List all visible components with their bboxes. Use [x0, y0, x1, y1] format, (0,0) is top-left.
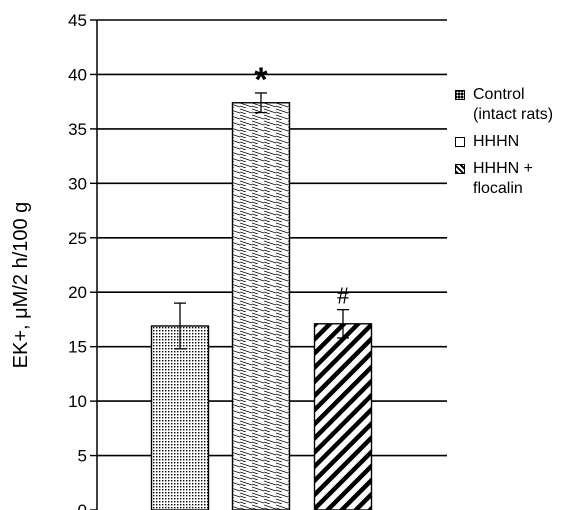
y-tick-label: 30: [68, 174, 87, 193]
y-tick-label: 45: [68, 11, 87, 30]
y-tick-label: 0: [78, 501, 87, 510]
y-tick-label: 20: [68, 283, 87, 302]
legend-swatch-wave: [455, 137, 465, 147]
significance-hash: #: [337, 284, 349, 310]
legend: Control (intact rats) HHHN HHHN + flocal…: [455, 85, 585, 206]
bar: [150, 325, 210, 510]
y-tick-label: 35: [68, 120, 87, 139]
legend-swatch-diagonal: [455, 164, 465, 174]
annotations: *#: [254, 61, 349, 310]
y-tick-label: 10: [68, 392, 87, 411]
legend-label: flocalin: [473, 180, 523, 197]
y-tick-label: 15: [68, 338, 87, 357]
legend-swatch-dots: [455, 90, 465, 100]
legend-label: (intact rats): [473, 106, 554, 123]
axes: [90, 19, 98, 510]
bar: [231, 102, 291, 510]
tick-labels: 0 5 10 15 20 25 30 35 40 45: [68, 11, 87, 510]
legend-item-hhhn-flocalin: HHHN + flocalin: [455, 159, 585, 199]
error-bars: [174, 92, 349, 350]
y-tick-label: 5: [78, 447, 87, 466]
significance-asterisk: *: [254, 61, 268, 99]
y-tick-label: 25: [68, 229, 87, 248]
legend-item-hhhn: HHHN: [455, 132, 585, 152]
y-tick-label: 40: [68, 65, 87, 84]
y-axis-label: EK+, μM/2 h/100 g: [10, 202, 32, 369]
legend-item-control: Control (intact rats): [455, 85, 585, 125]
bar: [313, 323, 373, 510]
legend-label: HHHN: [473, 133, 520, 150]
bars: [150, 102, 373, 510]
legend-label: HHHN +: [473, 160, 534, 177]
legend-label: Control: [473, 86, 525, 103]
